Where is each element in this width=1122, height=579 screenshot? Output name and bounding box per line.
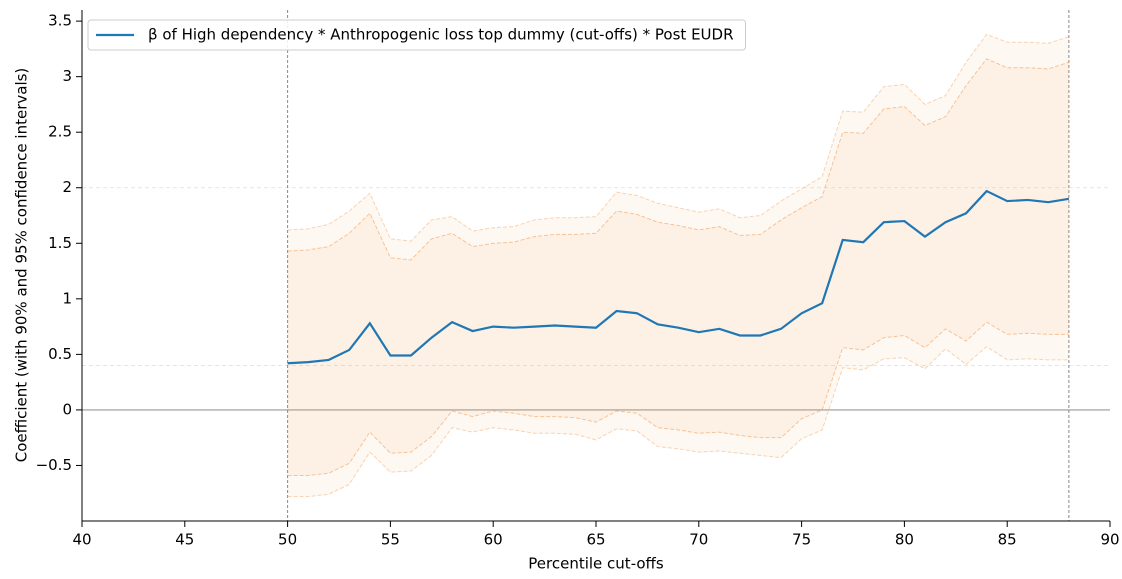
x-tick-label: 70 [689,531,708,549]
x-tick-label: 85 [998,531,1017,549]
y-tick-label: 3.5 [48,12,72,30]
x-axis-label: Percentile cut-offs [528,555,664,573]
x-tick-label: 55 [381,531,400,549]
y-tick-label: 3 [62,67,72,85]
y-tick-label: −0.5 [36,456,72,474]
legend: β of High dependency * Anthropogenic los… [87,19,747,51]
confidence-bound [287,321,1069,476]
confidence-bound [287,33,1070,242]
x-tick-label: 80 [895,531,914,549]
legend-box [87,19,747,51]
y-tick-label: 0 [62,400,72,418]
legend-label: β of High dependency * Anthropogenic los… [148,26,734,44]
y-tick-label: 1 [62,289,72,307]
y-tick-label: 0.5 [48,345,72,363]
confidence-band [287,34,1069,497]
confidence-bound [287,345,1069,498]
x-tick-label: 50 [278,531,297,549]
confidence-bound [287,58,1070,261]
y-tick-label: 2 [62,178,72,196]
y-axis-label: Coefficient (with 90% and 95% confidence… [13,68,31,463]
x-tick-label: 45 [175,531,194,549]
x-tick-label: 65 [586,531,605,549]
x-tick-label: 40 [72,531,91,549]
y-tick-label: 1.5 [48,234,72,252]
y-tick-label: 2.5 [48,123,72,141]
confidence-band [287,58,1069,476]
x-tick-label: 75 [792,531,811,549]
series-line [287,189,1070,365]
x-tick-label: 60 [484,531,503,549]
x-tick-label: 90 [1100,531,1119,549]
